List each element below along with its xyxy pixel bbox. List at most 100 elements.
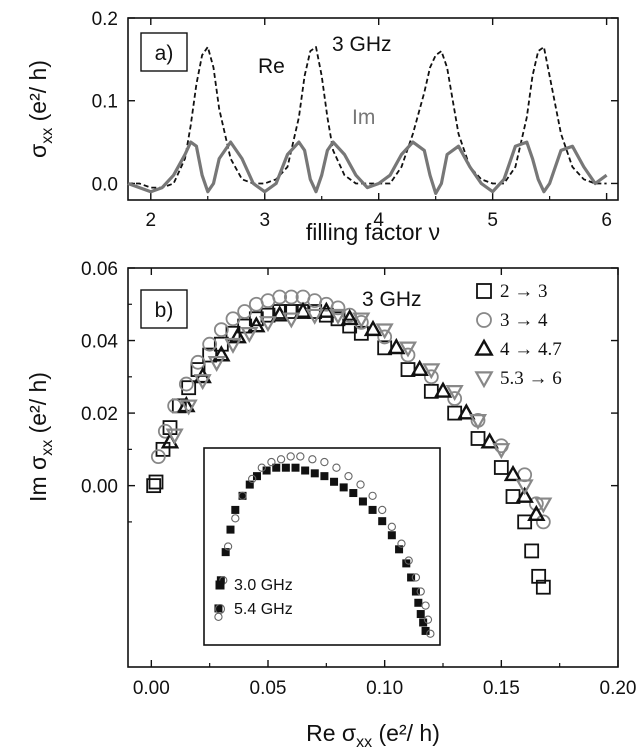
panel-b-y-tick-label: 0.02 bbox=[81, 404, 118, 425]
annotation-frequency-a: 3 GHz bbox=[332, 33, 392, 56]
data-point-triangle-down bbox=[179, 399, 198, 416]
inset-point-open-circle bbox=[356, 480, 365, 489]
annotation-frequency-b: 3 GHz bbox=[362, 288, 422, 311]
inset-point-filled-square bbox=[216, 576, 225, 585]
inset-point-filled-square bbox=[214, 604, 223, 613]
data-point-triangle-up bbox=[480, 432, 499, 449]
data-point-circle bbox=[330, 300, 346, 316]
panel-b-label: b) bbox=[155, 299, 174, 322]
data-point-circle bbox=[157, 423, 173, 439]
inset-point-filled-square bbox=[320, 472, 329, 481]
panel-b-ticks bbox=[128, 267, 619, 667]
data-point-square bbox=[535, 579, 551, 595]
inset-point-filled-square bbox=[221, 548, 230, 557]
panel-a-x-tick-label: 2 bbox=[146, 210, 157, 231]
inset-point-open-circle bbox=[231, 514, 240, 523]
inset-point-filled-square bbox=[339, 483, 348, 492]
inset-legend-label: 5.4 GHz bbox=[234, 601, 293, 618]
inset-point-filled-square bbox=[349, 489, 358, 498]
inset-point-open-circle bbox=[320, 457, 329, 467]
panel-b-x-tick-label: 0.20 bbox=[600, 678, 637, 699]
data-point-circle bbox=[283, 289, 299, 305]
data-point-triangle-up bbox=[457, 403, 476, 420]
inset-point-filled-square bbox=[395, 545, 404, 554]
inset-point-filled-square bbox=[252, 472, 261, 481]
inset-point-open-circle bbox=[344, 471, 353, 481]
data-point-square bbox=[171, 398, 187, 414]
inset-point-filled-square bbox=[231, 505, 240, 514]
inset-point-open-circle bbox=[423, 615, 433, 624]
inset-point-open-circle bbox=[308, 455, 317, 464]
panel-b-x-tick-label: 0.05 bbox=[250, 678, 287, 699]
data-point-square bbox=[155, 441, 171, 457]
series-line-im bbox=[127, 140, 608, 195]
data-point-square bbox=[181, 380, 197, 396]
inset-point-open-circle bbox=[286, 452, 295, 461]
inset-point-open-circle bbox=[397, 539, 406, 548]
inset-point-open-circle bbox=[248, 474, 257, 484]
inset-legend-marker-filled-square bbox=[215, 580, 225, 590]
panel-b-x-tick-label: 0.00 bbox=[133, 678, 170, 699]
inset-legend-label: 3.0 GHz bbox=[234, 577, 293, 594]
inset-point-filled-square bbox=[226, 525, 235, 534]
inset-point-filled-square bbox=[291, 463, 300, 472]
data-point-circle bbox=[213, 322, 229, 338]
data-point-square bbox=[524, 543, 540, 559]
inset-point-open-circle bbox=[276, 455, 286, 464]
panel-b-x-axis-label: Re σxx (e²/ h) bbox=[306, 720, 440, 751]
panel-b-frame bbox=[127, 267, 619, 668]
data-point-square bbox=[272, 304, 288, 319]
data-point-triangle-down bbox=[492, 443, 511, 460]
data-point-circle bbox=[150, 449, 166, 465]
panel-a-y-axis-label: σxx (e²/ h) bbox=[25, 60, 56, 158]
data-point-circle bbox=[447, 391, 463, 406]
inset-point-open-circle bbox=[378, 505, 387, 515]
data-point-triangle-up bbox=[503, 464, 523, 482]
data-point-triangle-up bbox=[340, 308, 359, 326]
panel-a-series bbox=[127, 46, 608, 195]
panel-a-x-tick-label: 6 bbox=[601, 210, 612, 231]
data-point-triangle-up bbox=[247, 316, 266, 333]
inset-point-filled-square bbox=[301, 466, 310, 475]
panel-b-label-box bbox=[140, 289, 188, 329]
annotation-im: Im bbox=[352, 106, 375, 129]
inset: 3.0 GHz 5.4 GHz bbox=[203, 447, 441, 646]
panel-a-label: a) bbox=[155, 42, 174, 65]
panel-a-y-tick-label: 0.2 bbox=[92, 9, 118, 30]
inset-point-open-circle bbox=[387, 522, 396, 531]
panel-b-y-tick-label: 0.04 bbox=[81, 332, 118, 353]
inset-point-open-circle bbox=[368, 491, 377, 500]
inset-point-filled-square bbox=[330, 477, 339, 486]
inset-series bbox=[214, 452, 435, 638]
inset-point-filled-square bbox=[281, 463, 290, 472]
panel-b-legend: 2 → 3 3 → 4 4 → 4.7 5.3 → 6 bbox=[474, 281, 562, 389]
panel-a-x-tick-label: 4 bbox=[373, 210, 384, 231]
panel-a-x-tick-label: 3 bbox=[259, 210, 270, 231]
inset-point-filled-square bbox=[310, 469, 319, 478]
data-point-circle bbox=[202, 336, 218, 352]
legend-label: 4 → 4.7 bbox=[500, 339, 562, 360]
data-point-circle bbox=[400, 347, 416, 363]
legend-marker-triangle-down bbox=[474, 371, 494, 389]
data-point-triangle-down bbox=[165, 428, 184, 445]
panel-a-x-tick-labels: 2 3 4 5 6 bbox=[146, 210, 612, 231]
data-point-circle bbox=[178, 376, 194, 392]
inset-point-filled-square bbox=[411, 587, 420, 596]
inset-point-filled-square bbox=[262, 466, 271, 475]
panel-b-y-tick-label: 0.06 bbox=[81, 259, 118, 280]
data-point-triangle-down bbox=[207, 356, 226, 373]
panel-a-frame bbox=[127, 17, 619, 201]
legend-marker-circle bbox=[476, 312, 492, 328]
inset-point-filled-square bbox=[416, 610, 425, 619]
inset-point-open-circle bbox=[296, 452, 305, 461]
panel-a-label-box bbox=[140, 32, 188, 72]
data-point-square bbox=[148, 474, 164, 490]
data-point-triangle-up bbox=[433, 381, 453, 398]
annotation-re: Re bbox=[258, 55, 285, 78]
data-point-triangle-up bbox=[363, 319, 383, 337]
data-point-triangle-down bbox=[223, 337, 243, 354]
inset-point-open-circle bbox=[238, 491, 247, 500]
inset-point-open-circle bbox=[416, 587, 425, 596]
data-point-triangle-down bbox=[445, 385, 464, 402]
